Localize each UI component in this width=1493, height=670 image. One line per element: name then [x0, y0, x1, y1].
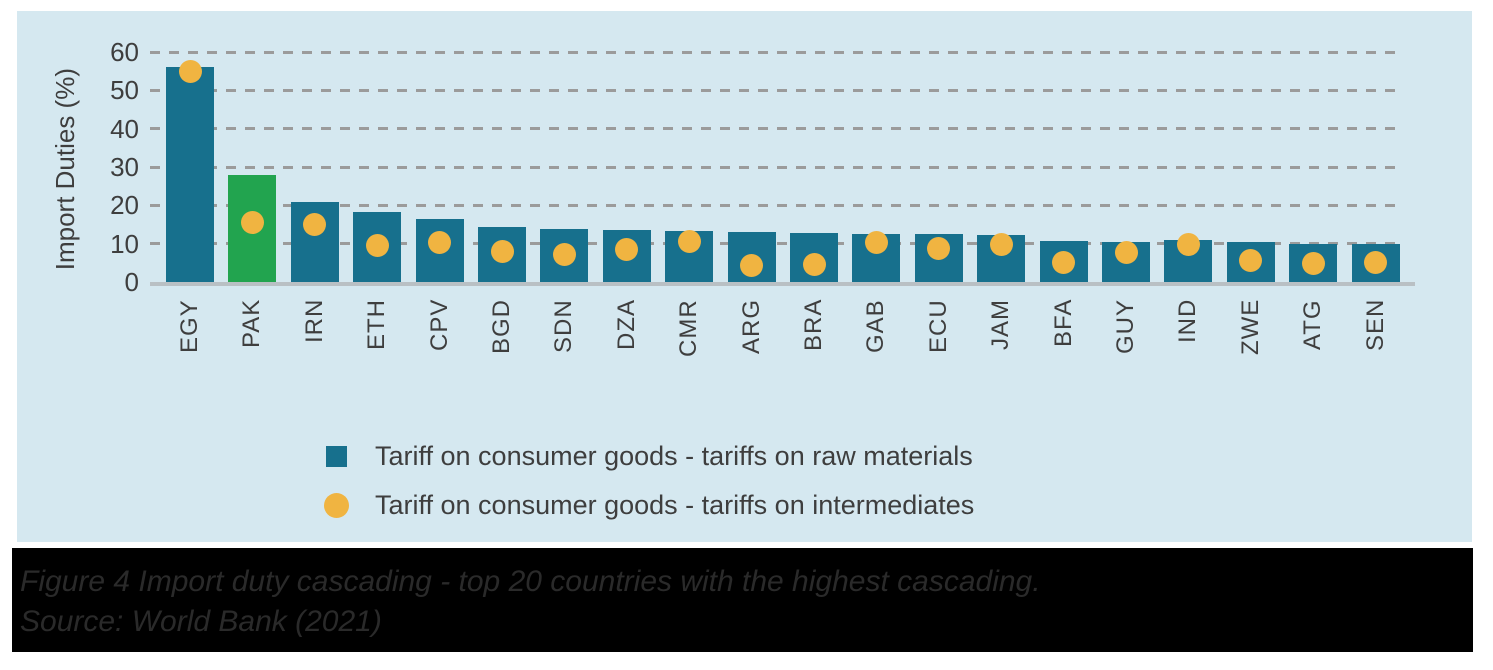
- scatter-dot-BGD: [490, 239, 514, 263]
- scatter-dot-ETH: [365, 234, 389, 258]
- x-axis-label-GUY: GUY: [1111, 299, 1139, 355]
- scatter-dot-IND: [1176, 232, 1200, 256]
- y-tick-label-10: 10: [110, 228, 139, 259]
- scatter-dot-SEN: [1364, 250, 1388, 274]
- gridline-60: [150, 50, 1403, 54]
- y-tick-label-50: 50: [110, 75, 139, 106]
- scatter-dot-BFA: [1052, 251, 1076, 275]
- x-axis-label-EGY: EGY: [175, 299, 203, 353]
- x-axis-label-BRA: BRA: [799, 299, 827, 352]
- legend-label-raw-materials: Tariff on consumer goods - tariffs on ra…: [375, 440, 973, 471]
- x-axis-label-IND: IND: [1174, 299, 1202, 344]
- figure-caption-title: Figure 4 Import duty cascading - top 20 …: [20, 565, 1041, 598]
- x-axis-label-PAK: PAK: [238, 299, 266, 349]
- scatter-dot-EGY: [178, 59, 202, 83]
- x-axis-label-ATG: ATG: [1299, 299, 1327, 350]
- x-axis-label-CPV: CPV: [425, 299, 453, 352]
- scatter-dot-SDN: [552, 242, 576, 266]
- scatter-dot-ARG: [740, 254, 764, 278]
- y-tick-label-40: 40: [110, 113, 139, 144]
- gridline-20: [150, 203, 1403, 207]
- legend-circle-icon: [323, 492, 349, 518]
- plot-area: 0 10 20 30 40 50 60 EGY PAK IRN ETH CPV BGD SDN DZA CMR…: [17, 11, 1472, 542]
- x-axis-label-SDN: SDN: [550, 299, 578, 353]
- x-axis-label-BGD: BGD: [487, 299, 515, 355]
- gridline-50: [150, 88, 1403, 92]
- x-axis-label-JAM: JAM: [987, 299, 1015, 350]
- x-axis-label-ZWE: ZWE: [1236, 299, 1264, 356]
- scatter-dot-GAB: [864, 231, 888, 255]
- scatter-dot-GUY: [1114, 240, 1138, 264]
- y-tick-label-60: 60: [110, 37, 139, 67]
- y-tick-label-20: 20: [110, 190, 139, 221]
- x-axis-label-CMR: CMR: [675, 299, 703, 357]
- chart-panel: 0 10 20 30 40 50 60 EGY PAK IRN ETH CPV BGD SDN DZA CMR…: [17, 11, 1472, 542]
- gridline-40: [150, 127, 1403, 131]
- legend-square-icon: [325, 445, 347, 467]
- gridline-10: [150, 242, 1403, 246]
- x-axis-label-BFA: BFA: [1049, 299, 1077, 348]
- scatter-dot-ZWE: [1239, 249, 1263, 273]
- x-axis-label-IRN: IRN: [300, 299, 328, 344]
- x-axis-label-ETH: ETH: [363, 299, 391, 350]
- scatter-dot-PAK: [240, 211, 264, 235]
- bar-EGY: [166, 67, 214, 282]
- y-tick-label-0: 0: [124, 267, 139, 297]
- y-tick-label-30: 30: [110, 152, 139, 182]
- scatter-dot-BRA: [802, 252, 826, 276]
- x-axis-label-SEN: SEN: [1361, 299, 1389, 352]
- scatter-dot-IRN: [303, 212, 327, 236]
- scatter-dot-JAM: [989, 233, 1013, 257]
- scatter-dot-CMR: [677, 230, 701, 254]
- x-axis-label-ARG: ARG: [737, 299, 765, 355]
- gridline-30: [150, 165, 1403, 169]
- scatter-dot-ECU: [927, 237, 951, 261]
- figure-caption-source: Source: World Bank (2021): [20, 605, 382, 638]
- scatter-dot-DZA: [615, 237, 639, 261]
- x-axis-label-GAB: GAB: [862, 299, 890, 353]
- y-axis-title: Import Duties (%): [45, 52, 85, 287]
- x-axis-line: [150, 282, 1415, 286]
- legend-row-intermediates: Tariff on consumer goods - tariffs on in…: [323, 489, 975, 520]
- y-axis-title-text: Import Duties (%): [49, 68, 80, 271]
- legend-row-raw-materials: Tariff on consumer goods - tariffs on ra…: [323, 440, 973, 471]
- figure-caption-bar: Figure 4 Import duty cascading - top 20 …: [12, 548, 1473, 652]
- scatter-dot-CPV: [428, 231, 452, 255]
- x-axis-label-ECU: ECU: [924, 299, 952, 353]
- legend-label-intermediates: Tariff on consumer goods - tariffs on in…: [375, 489, 975, 520]
- x-axis-label-DZA: DZA: [612, 299, 640, 350]
- scatter-dot-ATG: [1301, 251, 1325, 275]
